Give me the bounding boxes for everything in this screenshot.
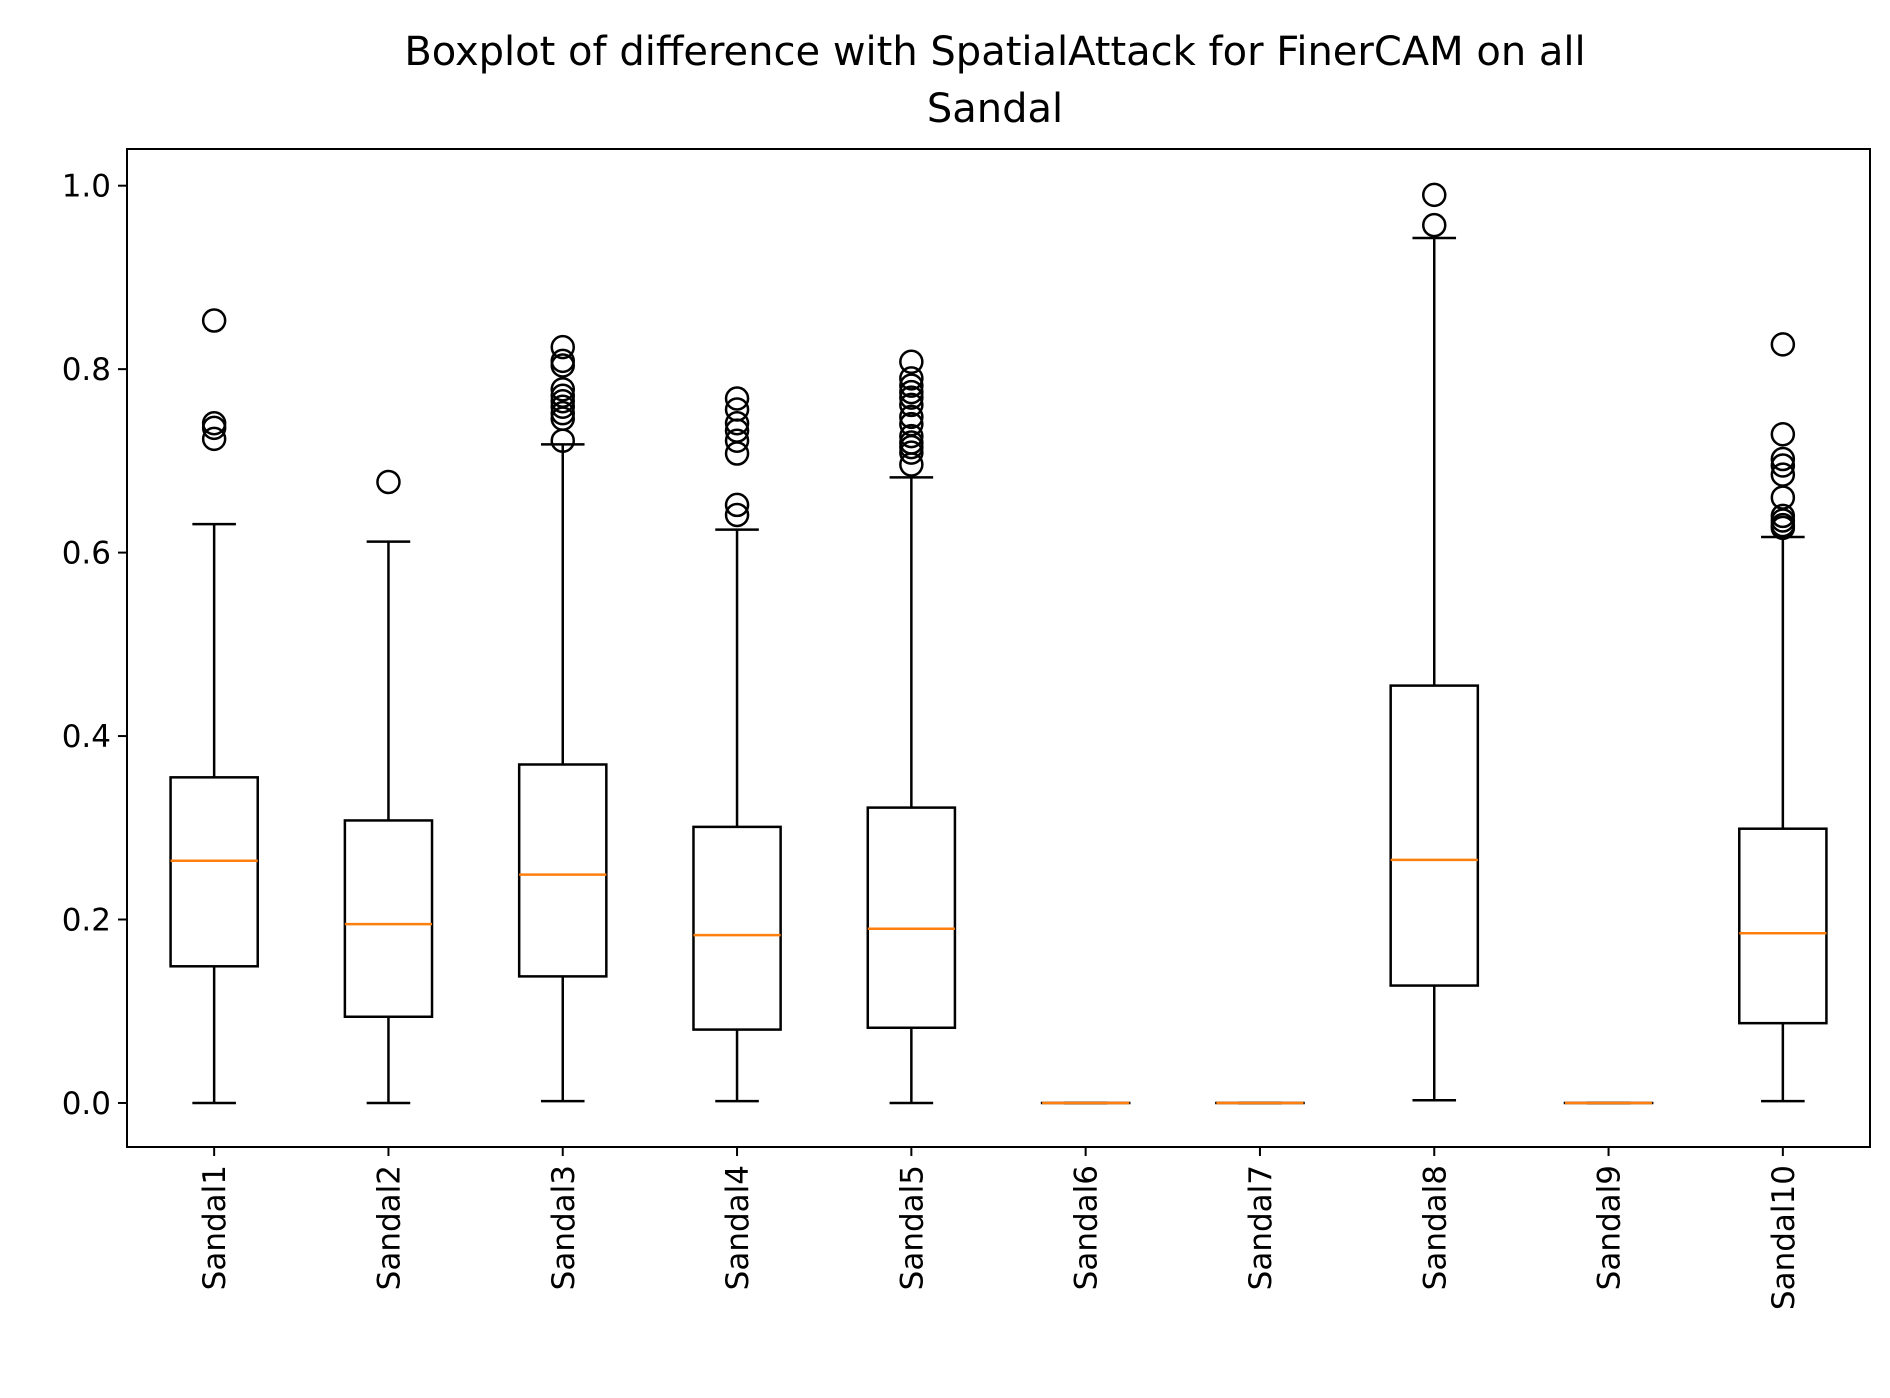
- flier-point: [1770, 446, 1796, 472]
- y-axis: 0.0 0.2 0.4 0.6 0.8 1.0: [62, 169, 127, 1122]
- flier-point: [899, 379, 924, 405]
- y-tick-label: 0.6: [62, 536, 111, 572]
- x-tick-label: Sandal5: [894, 1165, 930, 1290]
- flier-point: [899, 349, 924, 375]
- flier-point: [899, 404, 924, 430]
- x-tick-label: Sandal3: [546, 1165, 582, 1290]
- flier-point: [899, 423, 924, 449]
- flier-point: [1770, 422, 1796, 447]
- boxes-layer: [169, 182, 1828, 1105]
- box-iqr: [517, 763, 608, 978]
- y-tick-label: 0.2: [62, 903, 111, 939]
- plot-frame: [126, 148, 1871, 1148]
- flier-point: [550, 377, 575, 402]
- flier-point: [550, 389, 575, 414]
- flier-point: [1770, 515, 1796, 541]
- flier-point: [550, 394, 575, 420]
- box-sandal4: [692, 386, 782, 1103]
- box-iqr: [692, 825, 782, 1031]
- flier-point: [1422, 182, 1447, 208]
- flier-point: [550, 353, 575, 378]
- flier-point: [899, 440, 924, 465]
- flier-point: [550, 400, 575, 426]
- y-tick-label: 0.4: [62, 719, 111, 755]
- flier-point: [724, 386, 750, 411]
- x-tick-label: Sandal7: [1243, 1165, 1279, 1290]
- x-tick-label: Sandal4: [720, 1165, 756, 1290]
- flier-point: [899, 434, 924, 460]
- flier-point: [550, 348, 575, 374]
- flier-point: [724, 502, 750, 528]
- flier-point: [1770, 453, 1796, 478]
- box-iqr: [169, 776, 259, 968]
- x-tick-label: Sandal2: [371, 1165, 407, 1290]
- x-tick-label: Sandal8: [1417, 1165, 1453, 1290]
- box-sandal10: [1738, 332, 1828, 1103]
- chart-title-line-2: Sandal: [927, 86, 1063, 132]
- x-tick-label: Sandal9: [1592, 1165, 1628, 1290]
- flier-point: [1770, 332, 1796, 357]
- flier-point: [724, 411, 750, 436]
- flier-point: [899, 385, 924, 410]
- flier-point: [899, 373, 924, 398]
- box-sandal8: [1389, 182, 1480, 1102]
- flier-point: [550, 334, 575, 360]
- y-tick-label: 1.0: [62, 169, 111, 205]
- flier-point: [550, 428, 575, 453]
- x-tick-label: Sandal10: [1766, 1165, 1802, 1310]
- flier-point: [376, 469, 401, 495]
- chart-title-line-1: Boxplot of difference with SpatialAttack…: [404, 29, 1585, 75]
- box-sandal2: [343, 469, 434, 1105]
- x-tick-label: Sandal6: [1069, 1165, 1105, 1290]
- flier-point: [1422, 212, 1447, 238]
- chart-title: Boxplot of difference with SpatialAttack…: [404, 29, 1585, 132]
- y-tick-label: 0.8: [62, 352, 111, 388]
- flier-point: [201, 415, 227, 441]
- box-iqr: [1738, 827, 1828, 1025]
- flier-point: [724, 428, 750, 453]
- flier-point: [724, 492, 750, 518]
- x-tick-label: Sandal1: [197, 1165, 233, 1290]
- flier-point: [899, 366, 924, 391]
- flier-point: [201, 426, 227, 452]
- box-iqr: [866, 806, 957, 1030]
- box-iqr: [1389, 684, 1480, 987]
- box-sandal3: [517, 334, 608, 1103]
- box-iqr: [343, 819, 434, 1018]
- x-axis: Sandal1 Sandal2 Sandal3 Sandal4 Sandal5 Sanda…: [197, 1147, 1802, 1310]
- box-sandal5: [866, 349, 957, 1105]
- flier-point: [899, 452, 924, 477]
- box-sandal1: [169, 308, 259, 1105]
- flier-point: [201, 308, 227, 333]
- flier-point: [899, 392, 924, 418]
- flier-point: [724, 441, 750, 466]
- y-tick-label: 0.0: [62, 1086, 111, 1122]
